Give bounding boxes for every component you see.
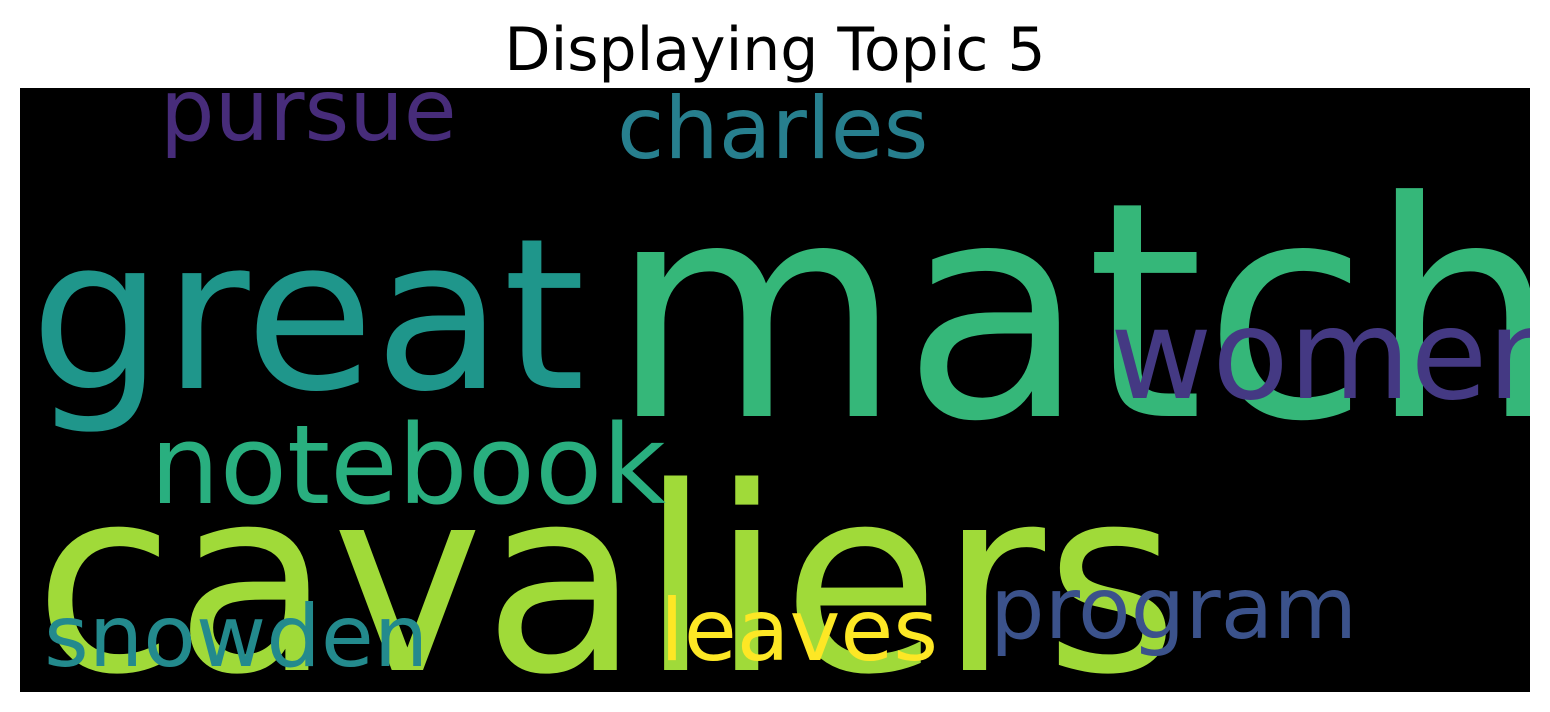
word-cloud-panel: cavaliers match great notebook women cha… (20, 88, 1530, 692)
word-cloud-background (20, 88, 1530, 692)
word-great: great (30, 193, 585, 438)
word-women: women (1110, 283, 1530, 428)
word-cloud: cavaliers match great notebook women cha… (20, 88, 1530, 692)
word-notebook: notebook (150, 401, 666, 529)
word-cavaliers: cavaliers (34, 433, 1178, 692)
word-match: match (610, 138, 1530, 487)
word-charles: charles (617, 88, 928, 179)
word-snowden: snowden (44, 587, 428, 687)
word-program: program (990, 559, 1357, 659)
figure-title: Displaying Topic 5 (504, 15, 1046, 85)
word-leaves: leaves (660, 581, 938, 681)
word-pursue: pursue (160, 88, 457, 161)
